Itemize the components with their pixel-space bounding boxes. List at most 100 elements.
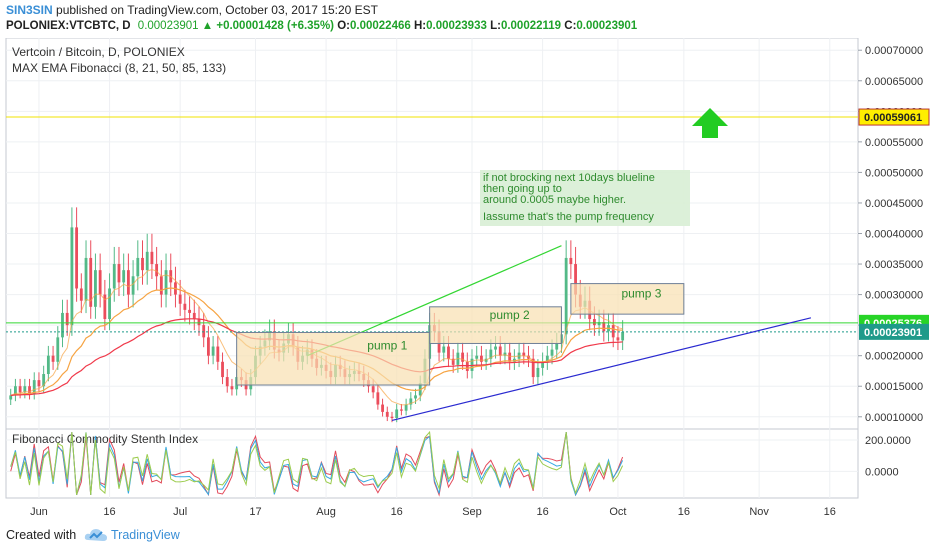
candle-body	[451, 358, 455, 365]
candle-body	[404, 404, 408, 411]
candle-body	[503, 352, 507, 356]
candle-body	[527, 355, 530, 359]
candle-body	[131, 276, 135, 295]
candle-body	[206, 337, 210, 356]
x-tick-label: 17	[249, 506, 261, 518]
candle-body	[475, 355, 479, 359]
candle-body	[465, 361, 469, 371]
candle-body	[23, 386, 27, 393]
published-text: published on TradingView.com, October 03…	[56, 3, 379, 17]
candle-body	[51, 355, 55, 362]
candle-body	[621, 331, 625, 341]
high-value: 0.00023933	[426, 20, 487, 32]
candle-body	[46, 355, 50, 375]
x-tick-label: 16	[103, 506, 115, 518]
indicator-tick-label: 0.0000	[865, 466, 899, 478]
x-tick-label: Aug	[316, 506, 336, 518]
candle-body	[447, 346, 450, 359]
last-price: 0.00023901	[137, 20, 199, 32]
candle-body	[122, 270, 126, 283]
price-change: +0.00001428 (+6.35%)	[216, 20, 335, 32]
candle-body	[155, 264, 159, 277]
pump-box	[570, 283, 685, 315]
tradingview-cloud-icon[interactable]	[84, 526, 108, 544]
footer: Created with TradingView	[0, 522, 932, 550]
open-label: O:	[337, 20, 350, 32]
candle-body	[192, 312, 196, 320]
candle-body	[611, 325, 615, 338]
candle-body	[79, 288, 83, 301]
pump-box	[429, 306, 562, 344]
candle-body	[508, 352, 512, 362]
candle-body	[14, 386, 17, 396]
open-value: 0.00022466	[350, 20, 411, 32]
comment-line: Iassume that's the pump frequency	[483, 211, 654, 223]
chart-header: SIN3SIN published on TradingView.com, Oc…	[0, 0, 932, 38]
publish-line: SIN3SIN published on TradingView.com, Oc…	[6, 3, 378, 17]
indicator-name: MAX EMA Fibonacci (8, 21, 50, 85, 133)	[12, 61, 226, 75]
candle-body	[371, 386, 375, 393]
close-label: C:	[564, 20, 577, 32]
low-label: L:	[490, 20, 501, 32]
candle-body	[98, 270, 102, 295]
comment-box	[480, 170, 690, 226]
candle-body	[150, 251, 154, 265]
x-tick-label: Sep	[462, 506, 482, 518]
fcsi-line-2	[10, 430, 624, 496]
x-tick-label: 16	[536, 506, 548, 518]
candle-body	[28, 386, 31, 394]
fcsi-line-0	[10, 432, 624, 497]
candle-body	[197, 319, 201, 326]
candle-body	[178, 294, 182, 304]
y-tick-label: 0.00010000	[865, 412, 923, 424]
x-tick-label: Oct	[609, 506, 626, 518]
candle-body	[75, 227, 79, 289]
candle-body	[230, 386, 234, 390]
candle-body	[395, 409, 399, 419]
candle-body	[414, 395, 417, 399]
candle-body	[61, 312, 64, 338]
candle-body	[564, 257, 568, 335]
candle-body	[94, 270, 97, 307]
y-tick-label: 0.00055000	[865, 137, 923, 149]
close-value: 0.00023901	[576, 20, 638, 32]
comment-line: around 0.0005 maybe higher.	[483, 194, 626, 206]
candle-body	[555, 343, 559, 350]
candle-body	[409, 398, 413, 405]
candle-body	[108, 288, 111, 320]
blue-trendline	[391, 317, 812, 422]
candle-body	[399, 409, 403, 411]
candle-body	[569, 257, 573, 265]
candle-body	[42, 374, 46, 387]
y-tick-label: 0.00020000	[865, 351, 923, 363]
y-tick-label: 0.00040000	[865, 229, 923, 241]
x-tick-label: 16	[824, 506, 836, 518]
candle-body	[188, 309, 191, 313]
candle-body	[9, 395, 13, 400]
candle-body	[616, 337, 620, 341]
fcsi-line-1	[10, 432, 624, 497]
pump-label: pump 3	[621, 287, 661, 301]
x-tick-label: Nov	[749, 506, 769, 518]
candle-body	[522, 352, 526, 356]
y-tick-label: 0.00065000	[865, 76, 923, 88]
pump-label: pump 1	[367, 339, 407, 353]
y-tick-label: 0.00045000	[865, 198, 923, 210]
candle-body	[390, 416, 394, 419]
chart-title: Vertcoin / Bitcoin, D, POLONIEX	[12, 45, 185, 59]
low-value: 0.00022119	[500, 20, 562, 32]
comment-line: if not brocking next 10days blueline	[483, 172, 655, 184]
candle-body	[489, 349, 493, 359]
candle-body	[216, 346, 220, 362]
tradingview-brand-link[interactable]: TradingView	[111, 528, 180, 542]
created-with-label: Created with	[6, 528, 77, 542]
candle-body	[37, 380, 41, 387]
candle-body	[56, 337, 60, 362]
price-chart[interactable]: 0.000700000.000650000.000600000.00055000…	[0, 38, 932, 522]
author-link[interactable]: SIN3SIN	[6, 3, 53, 17]
candle-body	[164, 270, 168, 295]
candle-body	[136, 257, 140, 277]
up-arrow-icon: ▲	[201, 20, 214, 32]
x-tick-label: 16	[678, 506, 690, 518]
candle-body	[536, 367, 540, 378]
